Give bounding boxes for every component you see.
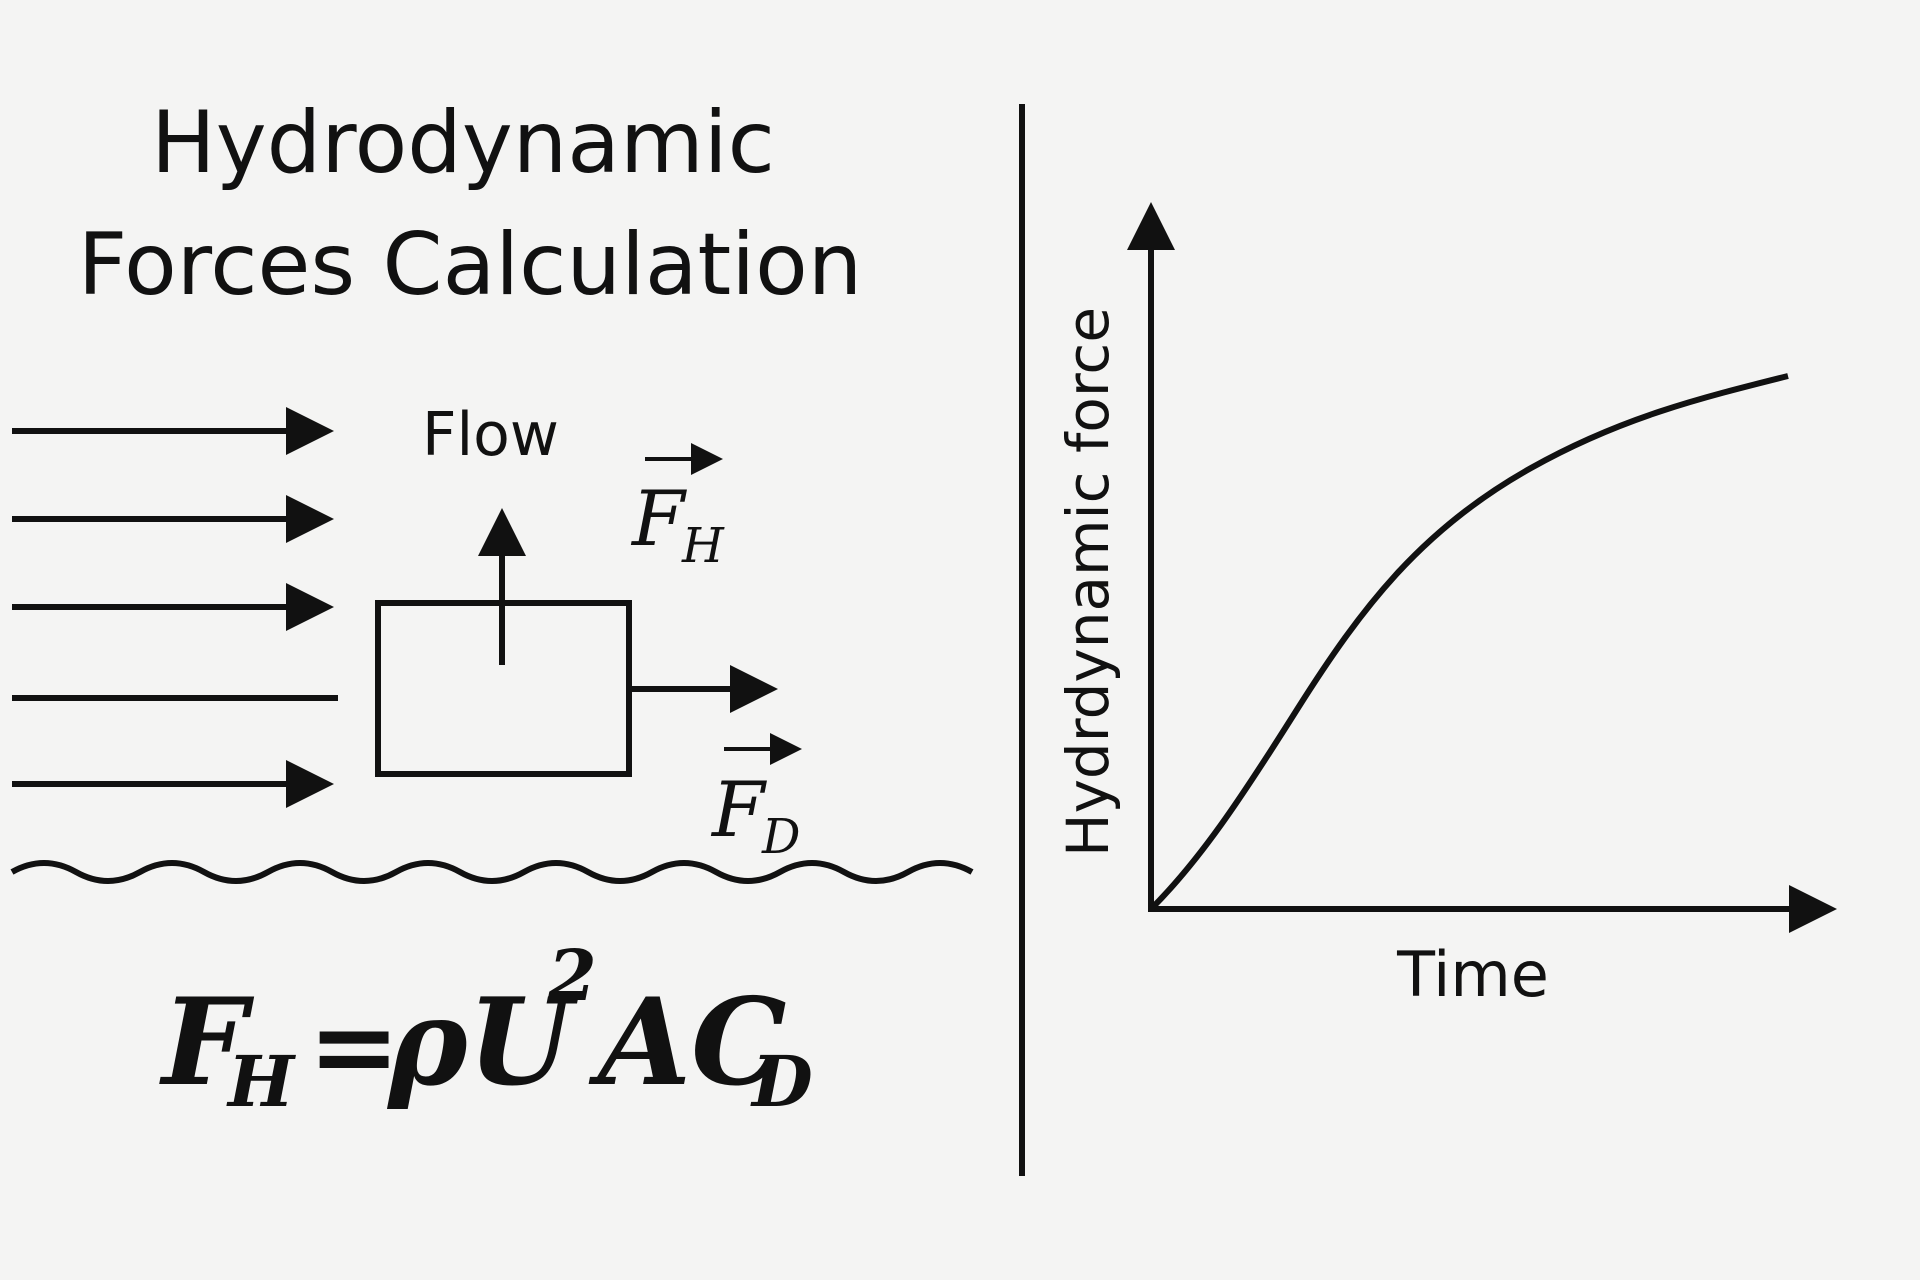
water-surface: [10, 860, 974, 884]
vector-subscript: H: [681, 518, 725, 574]
x-axis-label: Time: [1396, 938, 1549, 1011]
force-curve: [1148, 373, 1789, 912]
y-axis-label: Hydrdynamic force: [1054, 307, 1122, 857]
formula-exponent: 2: [547, 934, 597, 1017]
lift-vector-label: F H: [630, 443, 725, 574]
formula-equals: =: [308, 981, 400, 1110]
formula-rhs: ρU: [386, 972, 579, 1113]
formula-rhs2-sub: D: [750, 1040, 813, 1123]
vector-symbol: F: [710, 765, 767, 854]
formula-lhs: F: [159, 972, 255, 1113]
formula: F H = ρU 2 AC D: [159, 934, 813, 1123]
graph: Hydrdynamic force Time: [1054, 202, 1837, 1011]
drag-vector-label: F D: [710, 733, 802, 865]
formula-lhs-sub: H: [226, 1040, 296, 1123]
title-line: Hydrodynamic: [151, 93, 775, 193]
vector-subscript: D: [761, 809, 800, 865]
title-line: Forces Calculation: [78, 215, 863, 315]
formula-rhs2: AC: [588, 972, 787, 1113]
flow-label: Flow: [422, 400, 559, 470]
vector-symbol: F: [630, 474, 687, 563]
flow-arrows: [12, 407, 338, 808]
